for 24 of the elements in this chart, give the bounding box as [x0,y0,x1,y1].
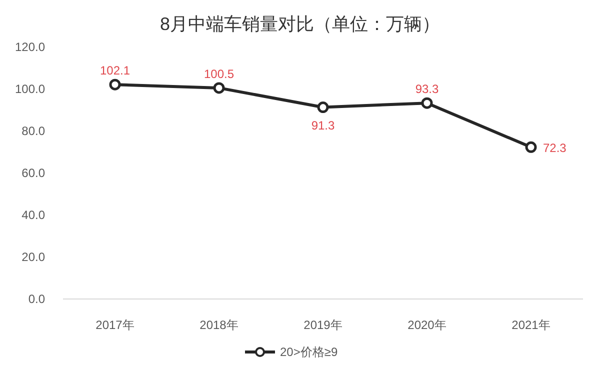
data-label: 102.1 [100,64,130,78]
data-label: 100.5 [204,66,234,81]
point [421,97,433,109]
x-tick-label: 2017年 [96,318,134,332]
point [213,82,225,94]
point [525,141,537,153]
y-tick-label: 20.0 [22,250,46,264]
x-tick-label: 2021年 [512,318,550,332]
y-tick-label: 120.0 [14,40,46,54]
y-tick-label: 40.0 [22,208,46,222]
data-label: 72.3 [543,141,567,156]
x-tick-label: 2019年 [304,318,342,332]
chart-title: 8月中端车销量对比（单位：万辆） [160,14,440,34]
data-label: 91.3 [311,118,335,132]
x-tick-label: 2020年 [408,318,446,332]
x-tick-label: 2018年 [200,318,238,332]
point [109,78,121,90]
point [317,102,329,114]
y-tick-label: 0.0 [28,292,46,306]
y-tick-label: 100.0 [14,82,46,96]
data-label: 93.3 [415,82,439,96]
y-tick-label: 80.0 [22,124,46,138]
legend-label: 20>价格≥9 [280,345,338,359]
y-tick-label: 60.0 [22,166,46,180]
